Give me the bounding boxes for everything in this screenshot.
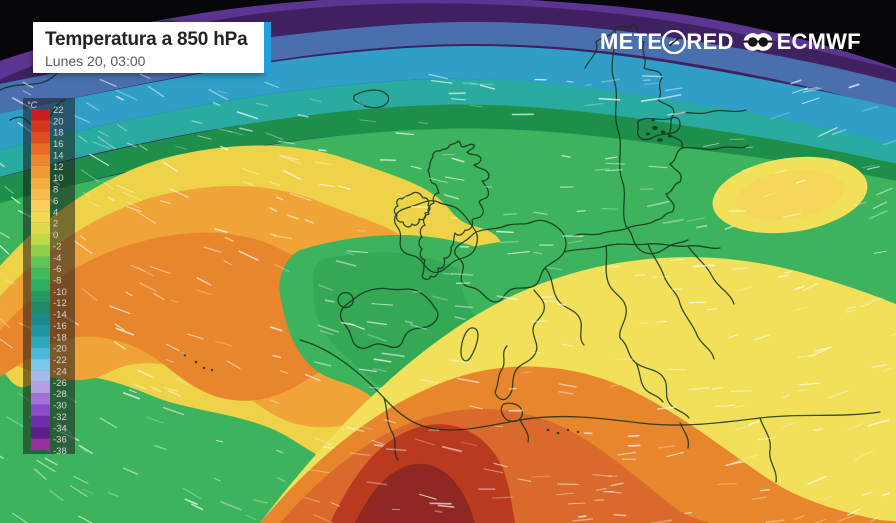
svg-text:-12: -12	[53, 298, 67, 309]
svg-text:°C: °C	[27, 100, 38, 110]
svg-text:4: 4	[53, 207, 58, 218]
svg-text:14: 14	[53, 151, 64, 162]
svg-text:20: 20	[53, 116, 64, 127]
svg-text:-2: -2	[53, 241, 61, 252]
svg-text:16: 16	[53, 139, 64, 150]
svg-text:-34: -34	[53, 423, 67, 434]
svg-text:6: 6	[53, 196, 58, 207]
svg-text:-10: -10	[53, 287, 67, 298]
svg-text:-32: -32	[53, 412, 67, 423]
svg-text:-24: -24	[53, 366, 67, 377]
svg-text:-26: -26	[53, 378, 67, 389]
svg-text:2: 2	[53, 219, 58, 230]
svg-text:-38: -38	[53, 446, 67, 457]
svg-text:-22: -22	[53, 355, 67, 366]
svg-text:-30: -30	[53, 401, 67, 412]
svg-text:-20: -20	[53, 344, 67, 355]
svg-text:18: 18	[53, 128, 64, 139]
svg-text:22: 22	[53, 105, 64, 116]
svg-text:-18: -18	[53, 332, 67, 343]
svg-text:0: 0	[53, 230, 58, 241]
svg-text:-14: -14	[53, 310, 67, 321]
svg-text:-36: -36	[53, 435, 67, 446]
svg-text:12: 12	[53, 162, 64, 173]
svg-text:10: 10	[53, 173, 64, 184]
svg-text:8: 8	[53, 185, 58, 196]
svg-text:-28: -28	[53, 389, 67, 400]
svg-text:-6: -6	[53, 264, 61, 275]
svg-text:-4: -4	[53, 253, 61, 264]
svg-text:-8: -8	[53, 276, 61, 287]
svg-text:-16: -16	[53, 321, 67, 332]
